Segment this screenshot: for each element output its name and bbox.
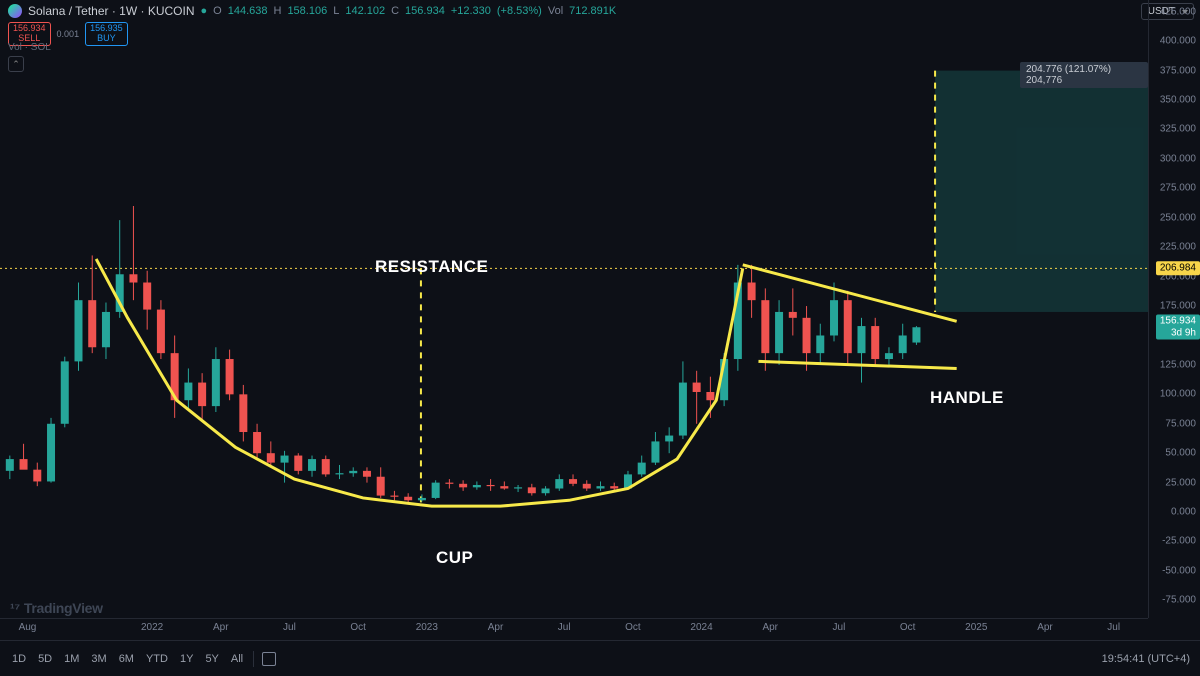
timeframe-6m[interactable]: 6M (113, 650, 140, 668)
xaxis-tick: Apr (1037, 622, 1053, 633)
yaxis-tick: 125.000 (1160, 359, 1196, 370)
price-chart[interactable]: RESISTANCE CUP HANDLE 204.776 (121.07%) … (0, 0, 1148, 618)
cup-annotation: CUP (436, 548, 473, 568)
yaxis-tick: 425.000 (1160, 6, 1196, 17)
xaxis-tick: Oct (900, 622, 916, 633)
yaxis-tick: 350.000 (1160, 95, 1196, 106)
yaxis-tick: 250.000 (1160, 212, 1196, 223)
xaxis-tick: Apr (213, 622, 229, 633)
timeframe-1m[interactable]: 1M (58, 650, 85, 668)
timeframe-5d[interactable]: 5D (32, 650, 58, 668)
resistance-annotation: RESISTANCE (375, 257, 488, 277)
xaxis-tick: Jul (558, 622, 571, 633)
xaxis-tick: 2025 (965, 622, 987, 633)
timeframe-ytd[interactable]: YTD (140, 650, 174, 668)
toolbar-divider (253, 651, 254, 667)
yaxis-tick: 375.000 (1160, 65, 1196, 76)
current-price-tag: 156.9343d 9h (1156, 315, 1200, 340)
timeframe-1y[interactable]: 1Y (174, 650, 199, 668)
yaxis-tick: 50.000 (1165, 448, 1196, 459)
yaxis-tick: 300.000 (1160, 153, 1196, 164)
xaxis-tick: Oct (350, 622, 366, 633)
yaxis-tick: 100.000 (1160, 389, 1196, 400)
time-axis[interactable]: Aug 2022 Apr Jul Oct 2023 Apr Jul Oct 2024 Apr Jul O… (0, 618, 1148, 640)
yaxis-tick: 325.000 (1160, 124, 1196, 135)
xaxis-tick: Apr (488, 622, 504, 633)
xaxis-tick: Jul (1107, 622, 1120, 633)
yaxis-tick: 0.000 (1171, 507, 1196, 518)
yaxis-tick: 75.000 (1165, 418, 1196, 429)
yaxis-tick: 275.000 (1160, 183, 1196, 194)
calendar-icon[interactable] (262, 652, 276, 666)
yaxis-tick: -50.000 (1162, 565, 1196, 576)
yaxis-tick: 225.000 (1160, 242, 1196, 253)
timeframe-3m[interactable]: 3M (85, 650, 112, 668)
price-axis[interactable]: -75.000 -50.000 -25.000 0.000 25.000 50.000 75… (1148, 0, 1200, 618)
clock: 19:54:41 (UTC+4) (1102, 653, 1190, 665)
bottom-toolbar: 1D5D1M3M6MYTD1Y5YAll 19:54:41 (UTC+4) (0, 640, 1200, 676)
yaxis-tick: -25.000 (1162, 536, 1196, 547)
tradingview-watermark: TradingView (10, 600, 103, 616)
timeframe-5y[interactable]: 5Y (199, 650, 224, 668)
xaxis-tick: Apr (762, 622, 778, 633)
yaxis-tick: 175.000 (1160, 301, 1196, 312)
xaxis-tick: Oct (625, 622, 641, 633)
xaxis-tick: 2023 (416, 622, 438, 633)
xaxis-tick: 2024 (690, 622, 712, 633)
xaxis-tick: Jul (833, 622, 846, 633)
timeframe-all[interactable]: All (225, 650, 249, 668)
yaxis-tick: 400.000 (1160, 36, 1196, 47)
resistance-price-tag: 206.984 (1156, 262, 1200, 276)
xaxis-tick: 2022 (141, 622, 163, 633)
timeframe-1d[interactable]: 1D (6, 650, 32, 668)
xaxis-tick: Aug (19, 622, 37, 633)
handle-annotation: HANDLE (930, 388, 1004, 408)
watermark-text: TradingView (24, 600, 103, 616)
target-measure-box: 204.776 (121.07%) 204,776 (1020, 62, 1148, 88)
yaxis-tick: -75.000 (1162, 595, 1196, 606)
xaxis-tick: Jul (283, 622, 296, 633)
yaxis-tick: 25.000 (1165, 477, 1196, 488)
